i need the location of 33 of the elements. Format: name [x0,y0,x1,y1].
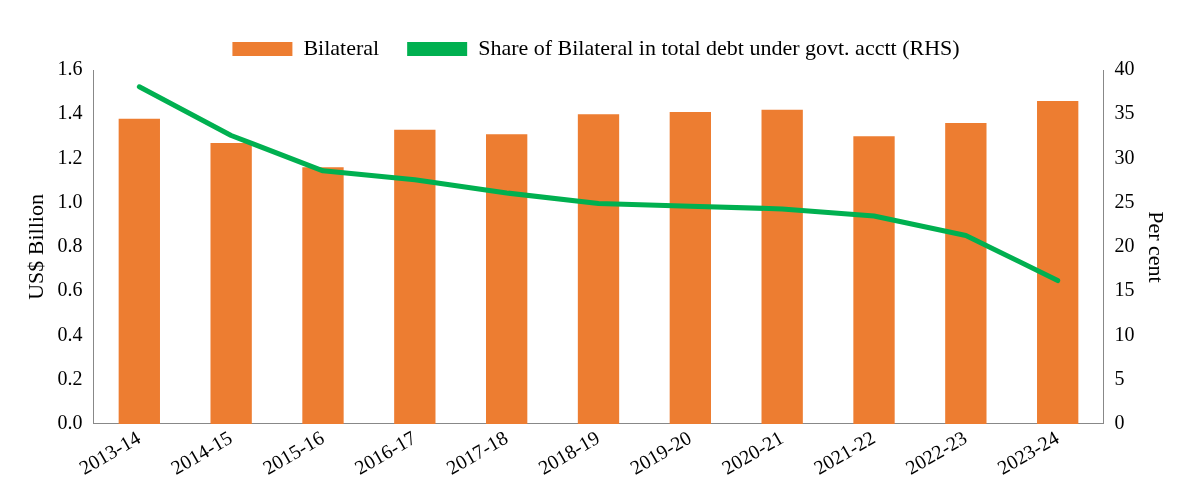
y-axis-title: US$ Billion [22,194,48,300]
legend-label: Share of Bilateral in total debt under govt. acctt (RHS) [478,34,960,60]
y-tick-label: 1.0 [57,189,83,212]
y-tick-label: 0.0 [57,411,83,434]
y2-tick-label: 25 [1114,189,1135,212]
legend-label: Bilateral [303,34,380,60]
y2-tick-label: 20 [1114,234,1135,257]
bar [761,109,803,424]
y-tick-label: 0.4 [57,322,83,345]
y2-tick-label: 0 [1114,411,1125,434]
bar [394,129,436,424]
bar [302,167,344,424]
y-tick-label: 1.2 [57,145,83,168]
bar [210,142,252,424]
y2-tick-label: 10 [1114,322,1135,345]
bar [118,118,160,424]
bar [945,123,987,424]
y-tick-label: 1.6 [57,57,83,80]
y-tick-label: 0.2 [57,366,83,389]
y-tick-label: 0.8 [57,234,83,257]
bar [486,134,528,424]
y2-tick-label: 35 [1114,101,1135,124]
y2-tick-label: 5 [1114,366,1125,389]
y2-tick-label: 15 [1114,278,1135,301]
y2-axis-title: Per cent [1144,211,1170,283]
y-tick-label: 1.4 [57,101,83,124]
bar [1037,100,1079,424]
bar [853,136,895,424]
bar [577,114,620,424]
y-tick-label: 0.6 [57,278,83,301]
bar [669,112,711,424]
y2-tick-label: 40 [1114,57,1135,80]
y2-tick-label: 30 [1114,145,1135,168]
